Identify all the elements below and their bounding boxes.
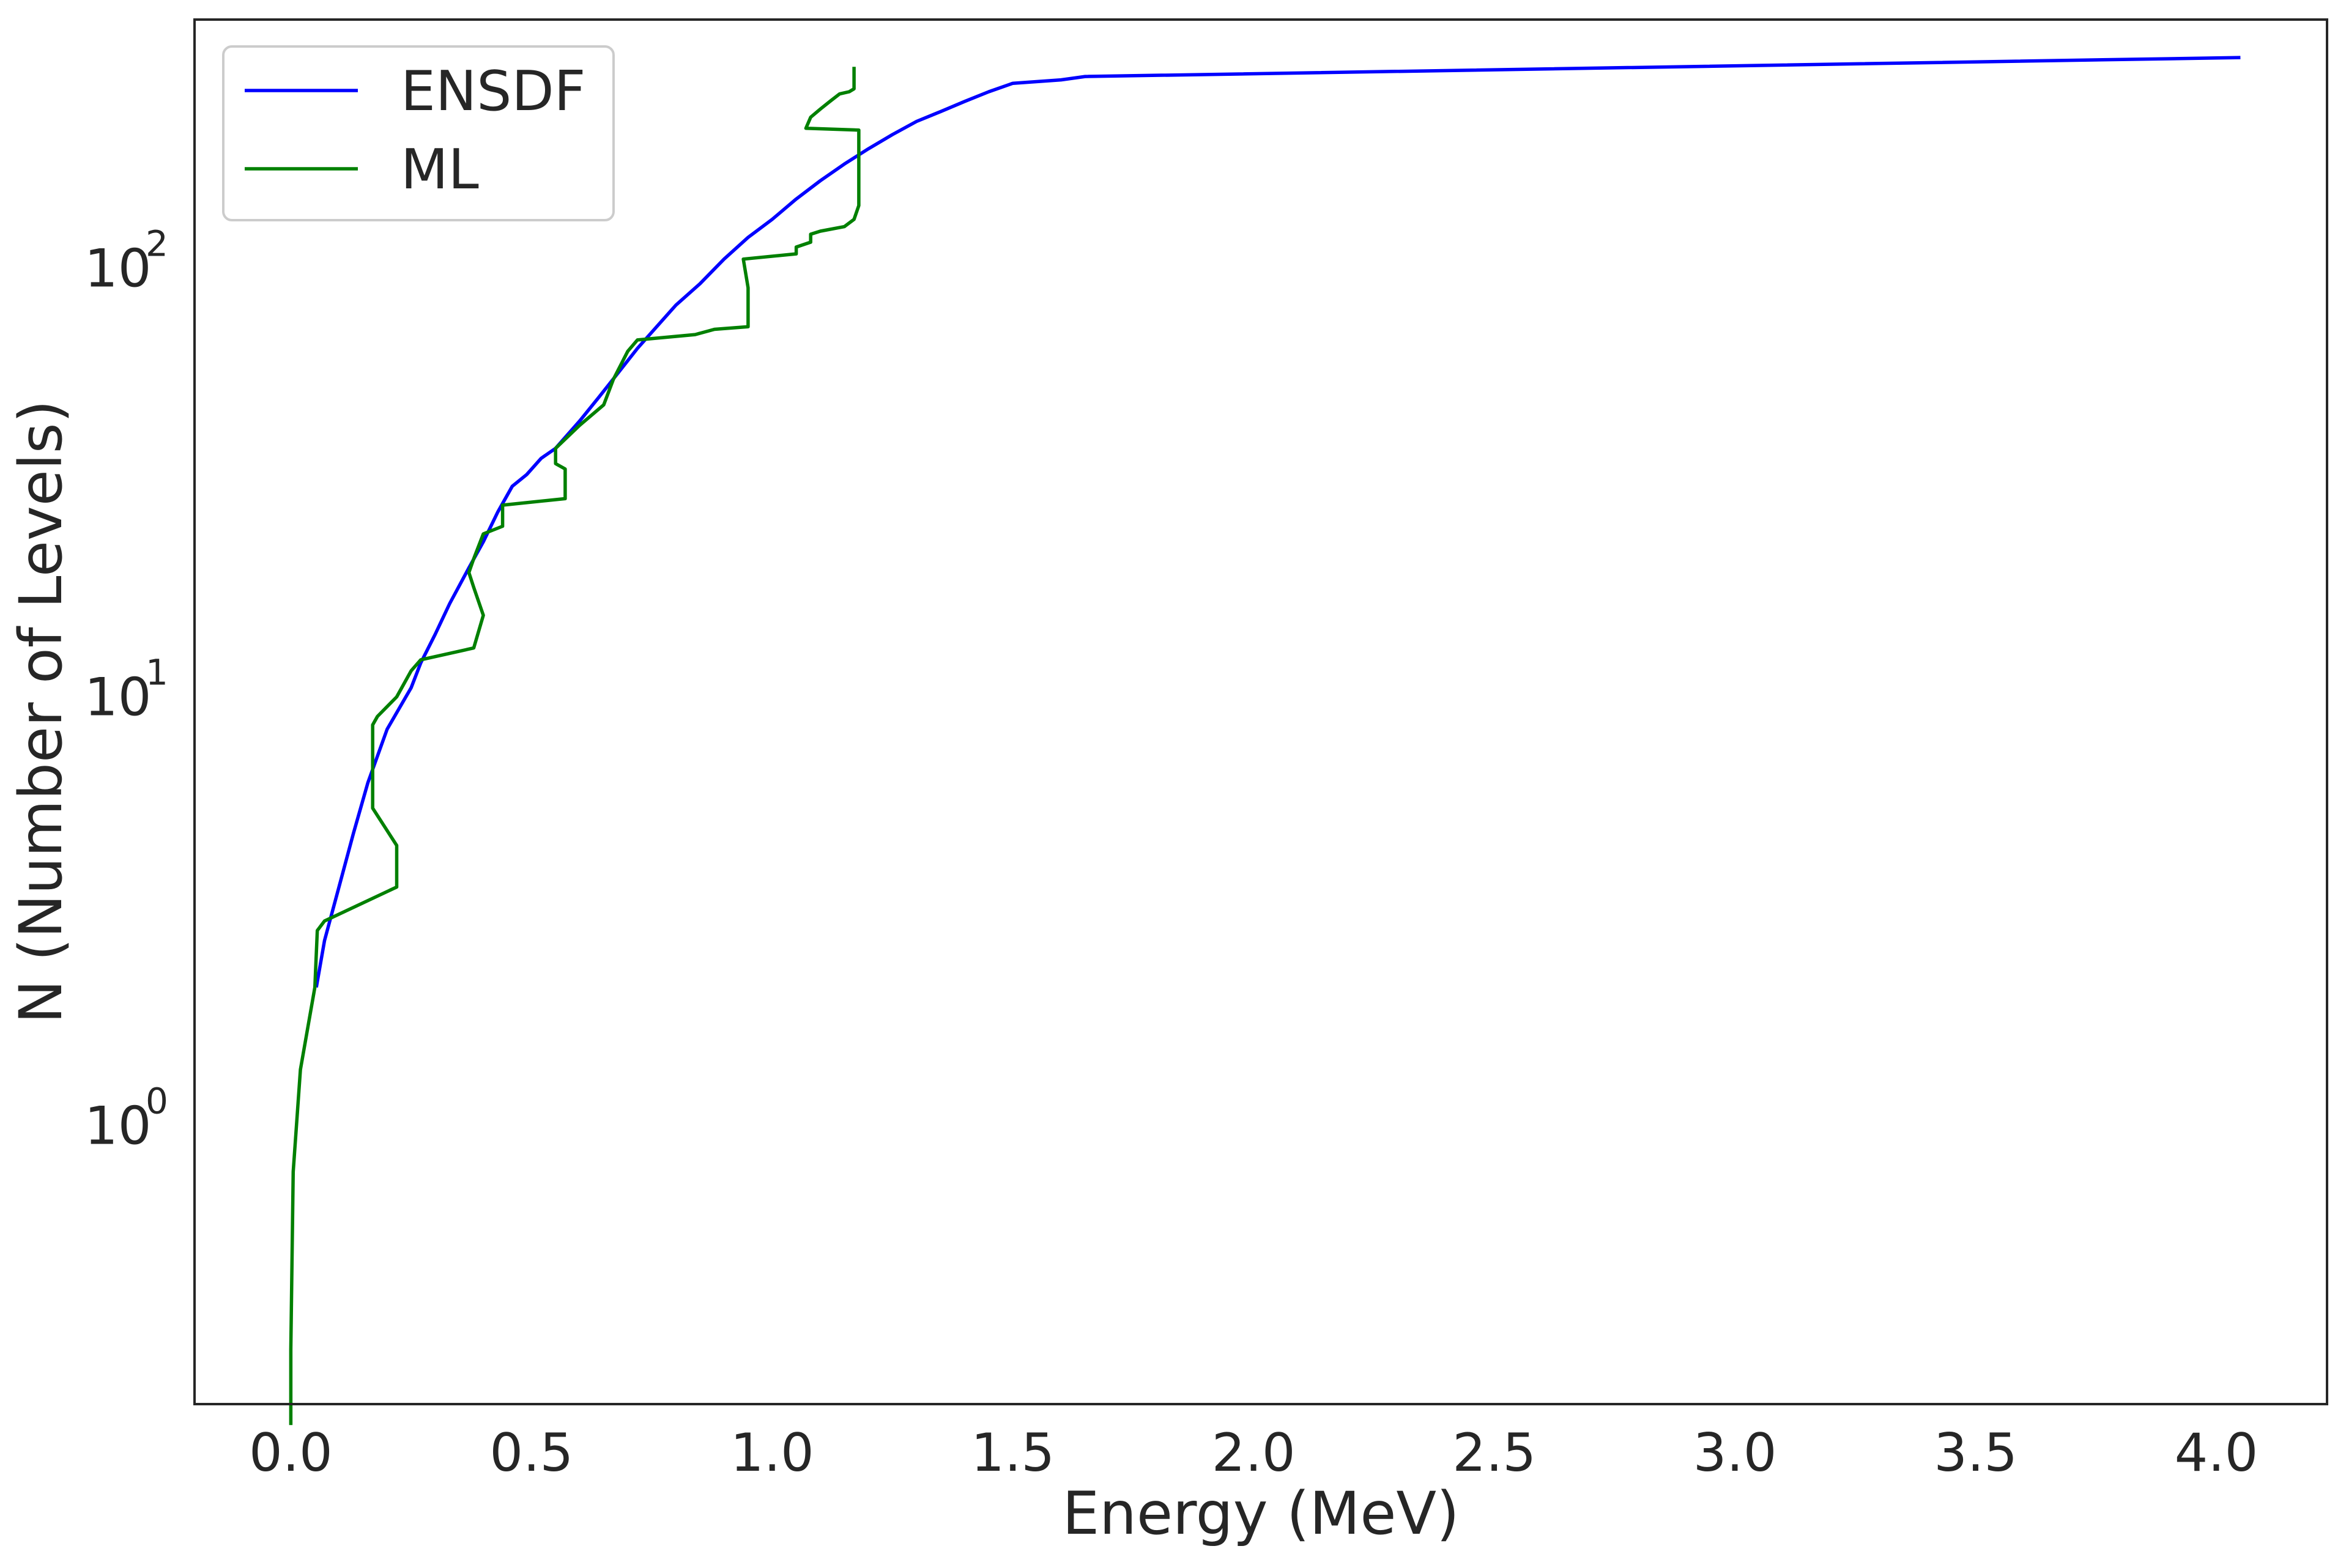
x-tick-label: 1.5 [971,1422,1055,1484]
y-tick-label: 100 [84,1080,168,1156]
x-tick-label: 3.0 [1693,1422,1777,1484]
x-axis-ticks: 0.0 0.5 1.0 1.5 2.0 2.5 3.0 3.5 4.0 [249,1422,2258,1484]
x-tick-label: 3.5 [1934,1422,2017,1484]
series-layer [289,56,2241,1426]
x-axis-title: Energy (MeV) [1062,1479,1459,1548]
legend-label-ml: ML [401,138,479,202]
series-line-ensdf [314,56,2241,988]
y-tick-exponent: 2 [146,223,168,265]
y-tick-label: 101 [84,652,168,728]
plot-area-frame [193,18,2328,1405]
y-tick-label: 102 [84,223,168,300]
x-tick-label: 0.5 [489,1422,573,1484]
legend: ENSDF ML [222,45,615,221]
x-tick-label: 1.0 [730,1422,814,1484]
x-tick-label: 2.5 [1452,1422,1536,1484]
y-tick-base: 10 [84,667,151,728]
x-tick-label: 0.0 [249,1422,333,1484]
y-tick-exponent: 1 [146,652,168,693]
legend-label-ensdf: ENSDF [401,59,585,124]
y-tick-base: 10 [84,1095,151,1156]
series-line-ml [289,67,861,1426]
x-tick-label: 4.0 [2175,1422,2259,1484]
y-axis-title: N (Number of Levels) [7,400,75,1024]
y-tick-base: 10 [84,239,151,300]
x-tick-label: 2.0 [1212,1422,1296,1484]
y-tick-exponent: 0 [146,1080,168,1122]
